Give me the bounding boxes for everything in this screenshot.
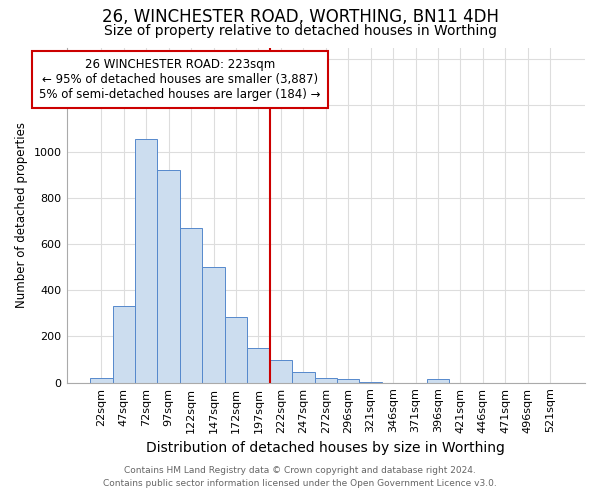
Bar [135,139,157,382]
Bar [202,267,225,382]
Text: 26 WINCHESTER ROAD: 223sqm
← 95% of detached houses are smaller (3,887)
5% of se: 26 WINCHESTER ROAD: 223sqm ← 95% of deta… [39,58,320,102]
Text: 26, WINCHESTER ROAD, WORTHING, BN11 4DH: 26, WINCHESTER ROAD, WORTHING, BN11 4DH [101,8,499,26]
Bar [292,372,314,382]
Bar [337,379,359,382]
Bar [269,360,292,382]
Bar [427,379,449,382]
X-axis label: Distribution of detached houses by size in Worthing: Distribution of detached houses by size … [146,441,505,455]
Text: Contains HM Land Registry data © Crown copyright and database right 2024.
Contai: Contains HM Land Registry data © Crown c… [103,466,497,487]
Text: Size of property relative to detached houses in Worthing: Size of property relative to detached ho… [104,24,497,38]
Bar [90,378,113,382]
Bar [157,170,180,382]
Bar [314,378,337,382]
Y-axis label: Number of detached properties: Number of detached properties [15,122,28,308]
Bar [225,317,247,382]
Bar [247,348,269,382]
Bar [113,306,135,382]
Bar [180,228,202,382]
